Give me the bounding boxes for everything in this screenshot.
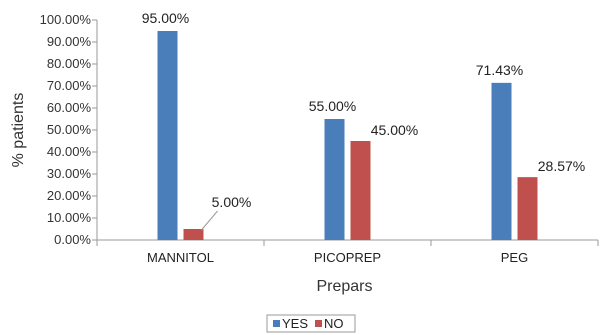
data-label-leader [201, 210, 218, 231]
y-tick-label: 50.00% [47, 122, 92, 137]
bar-yes [157, 31, 178, 240]
y-tick-label: 30.00% [47, 166, 92, 181]
legend-label-no: NO [324, 316, 344, 331]
legend: YES NO [266, 314, 356, 333]
y-tick-label: 70.00% [47, 78, 92, 93]
legend-swatch-no [315, 320, 322, 327]
legend-box [266, 314, 356, 333]
data-label: 5.00% [212, 194, 252, 210]
data-label: 71.43% [476, 62, 523, 78]
y-tick-label: 60.00% [47, 100, 92, 115]
y-axis-title: % patients [10, 93, 27, 168]
y-tick-label: 80.00% [47, 56, 92, 71]
bar-yes [491, 82, 512, 240]
y-tick-label: 90.00% [47, 34, 92, 49]
y-tick-label: 20.00% [47, 188, 92, 203]
legend-label-yes: YES [282, 316, 308, 331]
x-tick-label: MANNITOL [147, 250, 214, 265]
x-axis: MANNITOL PICOPREP PEG [96, 239, 599, 265]
x-tick-label: PEG [501, 250, 528, 265]
bar-no [517, 177, 538, 240]
bar-yes [324, 119, 345, 240]
data-label: 55.00% [309, 98, 356, 114]
y-tick-label: 100.00% [40, 12, 92, 27]
legend-swatch-yes [273, 320, 280, 327]
data-label: 95.00% [142, 10, 189, 26]
y-tick-label: 10.00% [47, 210, 92, 225]
y-axis: 0.00% 10.00% 20.00% 30.00% 40.00% 50.00% 60.00… [40, 12, 98, 247]
data-label: 28.57% [538, 158, 585, 174]
y-tick-label: 40.00% [47, 144, 92, 159]
bars [157, 31, 538, 240]
x-tick-label: PICOPREP [314, 250, 381, 265]
bar-no [183, 229, 204, 240]
x-axis-title: Prepars [316, 278, 372, 295]
data-labels: 95.00% 5.00% 55.00% 45.00% 71.43% 28.57% [142, 10, 585, 231]
data-label: 45.00% [371, 122, 418, 138]
bar-no [350, 141, 371, 240]
y-tick-label: 0.00% [54, 232, 91, 247]
